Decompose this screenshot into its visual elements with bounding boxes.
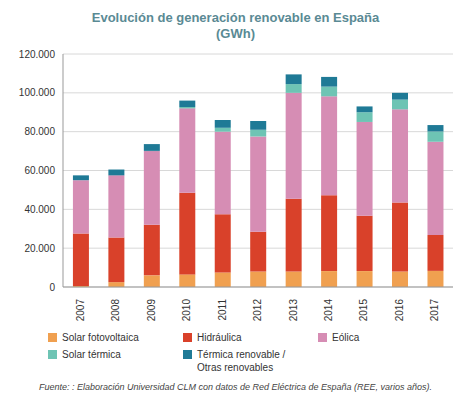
svg-text:100.000: 100.000 <box>19 87 56 98</box>
svg-text:2017: 2017 <box>429 299 440 322</box>
svg-text:2015: 2015 <box>358 299 369 322</box>
svg-text:0: 0 <box>49 282 55 293</box>
svg-text:2010: 2010 <box>181 299 192 322</box>
svg-text:2014: 2014 <box>323 299 334 322</box>
svg-text:40.000: 40.000 <box>24 204 55 215</box>
html-text:Térmica renovable / Otras reno: Térmica renovable / Otras renovables <box>197 349 286 373</box>
html-text:Hidráulica: Hidráulica <box>197 332 242 343</box>
html-text:Solar fotovoltaica: Solar fotovoltaica <box>62 332 139 343</box>
svg-text:20.000: 20.000 <box>24 243 55 254</box>
svg-text:2007: 2007 <box>75 299 86 322</box>
html-text:Eólica: Eólica <box>332 332 360 343</box>
html-text:Solar térmica: Solar térmica <box>62 349 121 360</box>
svg-text:2016: 2016 <box>394 299 405 322</box>
html-text:Fuente: : Elaboración Universi: Fuente: : Elaboración Universidad CLM co… <box>38 382 433 392</box>
html-text:Evolución de generación renova: Evolución de generación renovable en Esp… <box>91 10 380 25</box>
svg-text:120.000: 120.000 <box>19 49 56 60</box>
svg-text:2009: 2009 <box>146 299 157 322</box>
svg-text:2013: 2013 <box>288 299 299 322</box>
html-text:(GWh): (GWh) <box>216 26 255 41</box>
svg-text:80.000: 80.000 <box>24 126 55 137</box>
svg-text:60.000: 60.000 <box>24 165 55 176</box>
svg-text:2011: 2011 <box>217 299 228 321</box>
svg-text:2012: 2012 <box>252 299 263 322</box>
svg-text:2008: 2008 <box>110 299 121 322</box>
